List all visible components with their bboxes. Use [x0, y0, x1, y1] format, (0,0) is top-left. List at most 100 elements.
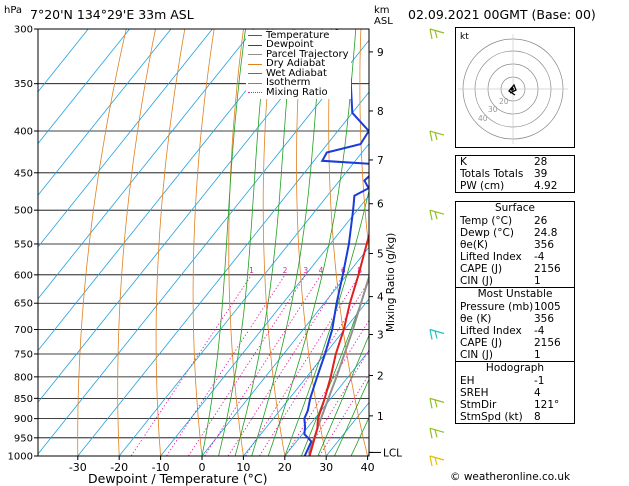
- row-value: 356: [534, 239, 555, 251]
- table-row: Lifted Index -4: [456, 325, 574, 337]
- dry-adiabat-line: [596, 29, 629, 456]
- isotherm-line: [38, 29, 130, 145]
- row-value: -4: [534, 325, 545, 337]
- mixing-ratio-line: [130, 274, 252, 456]
- legend-item: Temperature: [248, 30, 349, 41]
- temperature-tick-label: 20: [278, 461, 292, 474]
- pressure-tick-label: 600: [14, 270, 33, 281]
- table-row: Totals Totals 39: [456, 168, 574, 180]
- table-section-title: Hodograph: [456, 361, 574, 375]
- mixing-ratio-line: [259, 279, 369, 456]
- legend-label: Dewpoint: [266, 39, 314, 51]
- row-value: 1: [534, 349, 541, 361]
- wind-barb-shaft: [429, 328, 445, 335]
- pressure-tick-label: 450: [14, 168, 33, 179]
- temperature-tick-label: 40: [361, 461, 375, 474]
- wind-barb-shaft: [429, 130, 445, 136]
- mixing-ratio-label: 2: [283, 266, 288, 275]
- hodograph-unit: kt: [460, 32, 469, 42]
- row-value: 39: [534, 168, 548, 180]
- temperature-tick-label: 30: [319, 461, 333, 474]
- isotherm-line: [38, 29, 255, 300]
- legend-item: Wet Adiabat: [248, 68, 349, 79]
- wind-barb-flag: [434, 399, 438, 408]
- wet-adiabat-line: [201, 29, 246, 456]
- row-value: 8: [534, 411, 541, 423]
- wind-barb-flag: [434, 457, 438, 466]
- wind-barb-flag: [429, 210, 433, 221]
- wet-adiabat-line: [251, 29, 323, 456]
- row-value: 4.92: [534, 180, 558, 192]
- row-label: Dewp (°C): [460, 227, 514, 239]
- table-section-title: Surface: [494, 202, 535, 214]
- wet-adiabat-line: [284, 188, 369, 456]
- dry-adiabat-line: [566, 29, 629, 456]
- dry-adiabat-line: [192, 29, 215, 456]
- row-label: CIN (J): [460, 275, 493, 287]
- temperature-line: [308, 231, 369, 456]
- mixing-ratio-label: 1: [249, 266, 254, 275]
- pressure-axis-unit: hPa: [4, 5, 23, 16]
- legend-label: Parcel Trajectory: [266, 48, 349, 60]
- mixing-ratio-line: [204, 274, 322, 456]
- pressure-tick-label: 500: [14, 206, 33, 217]
- pressure-tick-label: 750: [14, 349, 33, 360]
- wind-barb-shaft: [429, 455, 445, 461]
- row-label: Lifted Index: [460, 251, 522, 263]
- hodograph-trace: [508, 83, 517, 96]
- table-row: CAPE (J) 2156: [456, 263, 574, 275]
- mixing-ratio-label: 3: [303, 266, 308, 275]
- wind-barb-flag: [429, 455, 433, 467]
- altitude-tick-label: 4: [377, 292, 384, 304]
- isotherm-line: [38, 39, 369, 455]
- dry-adiabat-line: [296, 29, 327, 456]
- stability-table: Surface Temp (°C) 26 Dewp (°C) 24.8 θe(K) 356 L…: [455, 201, 575, 424]
- row-value: 121°: [534, 399, 560, 411]
- legend-swatch: [248, 35, 262, 37]
- pressure-tick-label: 950: [14, 433, 33, 444]
- table-section-title: Most Unstable: [456, 287, 574, 301]
- row-value: -4: [534, 251, 545, 263]
- x-axis-label: Dewpoint / Temperature (°C): [88, 471, 268, 486]
- dewpoint-line: [303, 29, 369, 456]
- legend-item: Dewpoint: [248, 39, 349, 51]
- indices-table: K 28 Totals Totals 39 PW (cm) 4.92: [455, 155, 575, 193]
- altitude-tick-label: 1: [377, 411, 384, 423]
- station-location: 7°20'N 134°29'E 33m ASL: [30, 7, 194, 22]
- dry-adiabat-line: [625, 29, 629, 456]
- table-row: SREH 4: [456, 387, 574, 399]
- isotherm-line: [77, 91, 369, 456]
- altitude-tick-label: 2: [377, 371, 384, 383]
- row-label: θe(K): [460, 239, 488, 251]
- pressure-tick-label: 900: [14, 414, 33, 425]
- table-row: K 28: [456, 156, 574, 168]
- legend-swatch: [248, 73, 262, 75]
- row-value: 26: [534, 215, 548, 227]
- wind-barb-flag: [429, 28, 433, 40]
- row-label: CIN (J): [460, 349, 493, 361]
- mixing-ratio-line: [245, 274, 361, 456]
- pressure-tick-label: 800: [14, 372, 33, 383]
- wind-barb-flag: [434, 211, 438, 220]
- isotherm-line: [38, 29, 337, 403]
- row-label: StmSpd (kt): [460, 411, 523, 423]
- table-row: CIN (J) 1: [456, 349, 574, 361]
- legend-item: Isotherm: [248, 77, 349, 89]
- temperature-tick-label: -20: [110, 461, 128, 474]
- row-label: Lifted Index: [460, 325, 522, 337]
- mixing-ratio-label: 4: [319, 266, 324, 275]
- altitude-unit-asl: ASL: [374, 16, 393, 27]
- isotherm-line: [38, 29, 213, 248]
- wet-adiabat-line: [317, 334, 369, 456]
- legend-label: Dry Adiabat: [266, 58, 326, 70]
- legend-label: Isotherm: [266, 77, 311, 89]
- isotherm-line: [38, 29, 172, 196]
- pressure-tick-label: 350: [14, 79, 33, 90]
- row-label: Totals Totals: [460, 168, 524, 180]
- hodograph-ring-label: 20: [499, 97, 509, 106]
- altitude-unit-km: km: [374, 5, 390, 16]
- pressure-tick-label: 400: [14, 127, 33, 138]
- row-label: Pressure (mb): [460, 301, 534, 313]
- altitude-tick-label: 9: [377, 47, 384, 59]
- wind-barb-shaft: [429, 397, 445, 403]
